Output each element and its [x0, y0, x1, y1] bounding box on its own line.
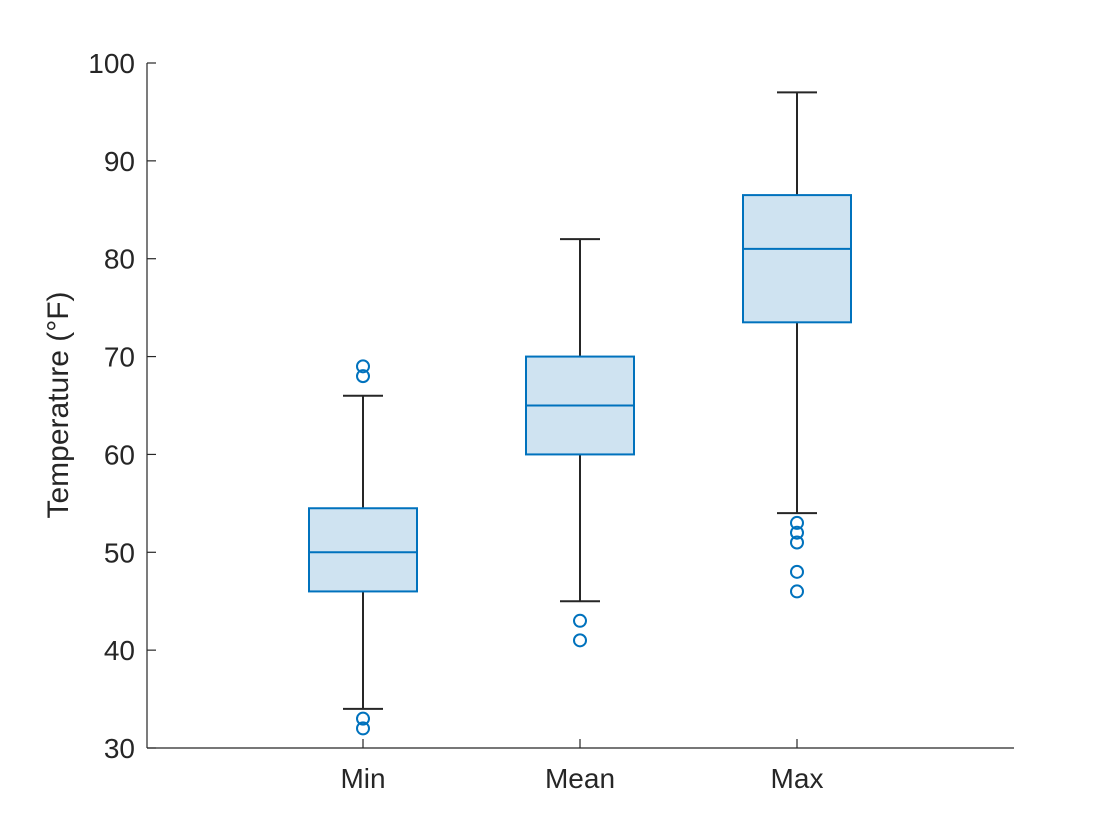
boxes	[308, 91, 852, 736]
outlier-point	[790, 525, 804, 540]
axes: 30 40 50 60 70 80 90 100 Min Mean Max	[88, 48, 1014, 794]
y-tick-label: 80	[104, 244, 135, 275]
box-group-min	[308, 359, 418, 736]
outlier-point	[790, 535, 804, 550]
x-tick-label: Mean	[545, 763, 615, 794]
y-tick-label: 40	[104, 635, 135, 666]
outlier-point	[356, 721, 370, 736]
y-tick-label: 90	[104, 146, 135, 177]
x-tick-label: Min	[340, 763, 385, 794]
outlier-point	[790, 515, 804, 530]
outlier-point	[356, 359, 370, 374]
outlier-point	[573, 633, 587, 648]
outlier-point	[356, 711, 370, 726]
iqr-box	[308, 507, 418, 593]
y-tick-label: 30	[104, 733, 135, 764]
y-tick-label: 100	[88, 48, 135, 79]
y-axis-title: Temperature (°F)	[42, 291, 75, 518]
outlier-point	[356, 369, 370, 384]
iqr-box	[742, 194, 852, 324]
y-tick-label: 50	[104, 537, 135, 568]
x-tick-label: Max	[771, 763, 824, 794]
y-tick-label: 60	[104, 439, 135, 470]
y-tick-label: 70	[104, 342, 135, 373]
outlier-point	[573, 613, 587, 628]
outlier-point	[790, 564, 804, 579]
box-group-max	[742, 91, 852, 599]
outlier-point	[790, 584, 804, 599]
box-group-mean	[525, 238, 635, 648]
